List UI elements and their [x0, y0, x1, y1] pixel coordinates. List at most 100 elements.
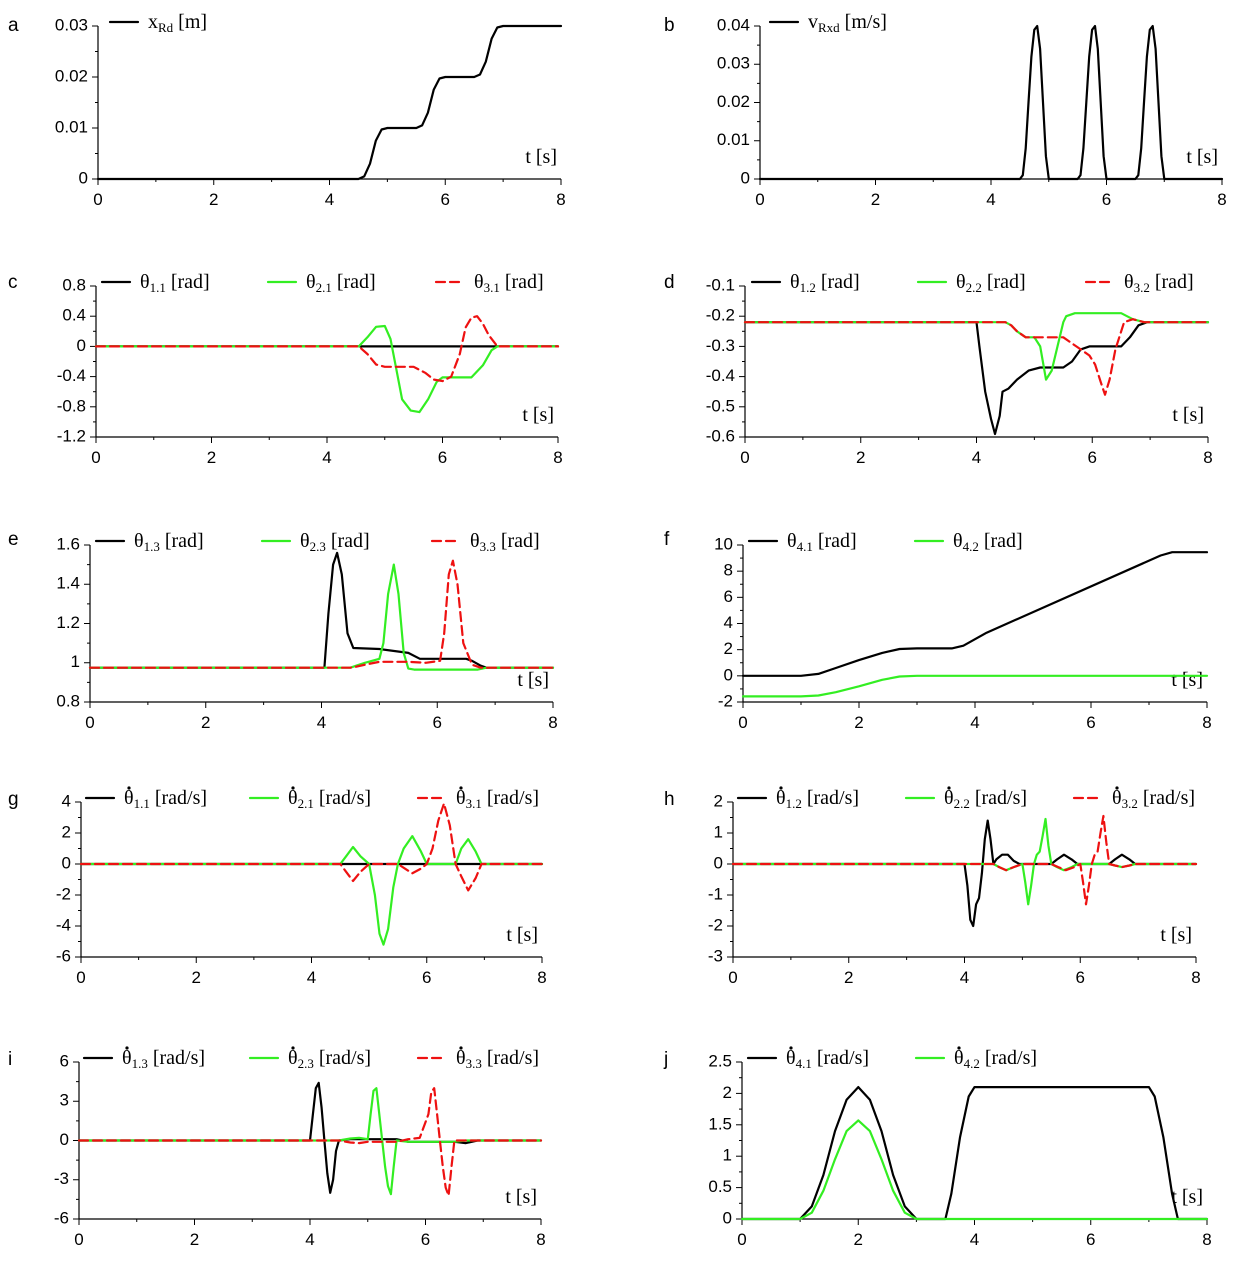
legend-label: θ1.1 [rad/s]	[124, 787, 207, 811]
legend-symbol: θ	[134, 530, 144, 552]
x-tick-label: 2	[844, 968, 853, 987]
x-tick-label: 6	[1088, 448, 1097, 467]
legend-subscript: 3.3	[466, 1056, 482, 1071]
x-tick-label: 2	[854, 1230, 863, 1249]
legend-symbol: θ	[288, 1047, 298, 1069]
legend-unit: [rad]	[818, 530, 857, 552]
legend-symbol: θ	[786, 1047, 796, 1069]
legend-label: θ3.1 [rad/s]	[456, 787, 539, 811]
legend-subscript: 3.3	[480, 539, 496, 554]
legend-symbol: θ	[456, 1047, 466, 1069]
legend-subscript: Rd	[158, 20, 174, 35]
y-tick-label: 6	[724, 587, 733, 606]
x-axis-title: t [s]	[506, 924, 538, 946]
x-tick-label: 0	[85, 713, 94, 732]
legend-label: θ3.3 [rad/s]	[456, 1047, 539, 1071]
series-line-Rd	[96, 24, 563, 181]
y-tick-label: 1.4	[56, 574, 80, 593]
x-tick-label: 8	[1203, 448, 1212, 467]
series-line-1-3	[77, 1081, 543, 1194]
y-tick-label: 0.03	[55, 15, 88, 34]
legend-subscript: 2.2	[954, 796, 970, 811]
x-tick-label: 0	[737, 1230, 746, 1249]
x-axis-title: t [s]	[522, 404, 554, 426]
x-tick-label: 0	[740, 448, 749, 467]
series-line-4-2	[741, 674, 1209, 698]
y-tick-label: 0	[724, 665, 733, 684]
series-line-2-1	[94, 324, 560, 414]
y-tick-label: 0.04	[717, 15, 750, 34]
panel-letter: c	[8, 272, 18, 293]
legend-unit: [rad/s]	[1143, 787, 1195, 809]
y-tick-label: -1.2	[57, 426, 86, 445]
x-tick-label: 8	[537, 968, 546, 987]
legend-unit: [rad/s]	[319, 787, 371, 809]
x-tick-label: 2	[207, 448, 216, 467]
derivative-dot	[947, 786, 951, 790]
y-tick-label: 1	[714, 822, 723, 841]
y-tick-label: 3	[60, 1091, 69, 1110]
x-tick-label: 4	[317, 713, 326, 732]
y-tick-label: 0.8	[62, 275, 86, 294]
legend-symbol: x	[148, 11, 158, 33]
y-tick-label: 1.2	[56, 613, 80, 632]
legend-unit: [rad]	[171, 271, 210, 293]
panel-letter: d	[664, 272, 675, 293]
x-tick-label: 6	[438, 448, 447, 467]
legend-symbol: θ	[474, 271, 484, 293]
legend-unit: [rad]	[987, 271, 1026, 293]
legend-unit: [rad]	[331, 530, 370, 552]
y-tick-label: -0.8	[57, 396, 86, 415]
legend-unit: [m]	[178, 11, 207, 33]
legend-label: θ2.1 [rad/s]	[288, 787, 371, 811]
y-tick-label: 0.02	[55, 66, 88, 85]
series-line-3-2	[731, 814, 1198, 906]
legend-unit: [rad/s]	[487, 1047, 539, 1069]
y-tick-label: 0.01	[55, 117, 88, 136]
legend-label: θ3.2 [rad/s]	[1112, 787, 1195, 811]
y-tick-label: 8	[724, 561, 733, 580]
series-line-4-1	[740, 1085, 1209, 1221]
series-line-1-3	[88, 551, 555, 669]
derivative-dot	[459, 786, 463, 790]
x-tick-label: 2	[190, 1230, 199, 1249]
legend-symbol: θ	[1112, 787, 1122, 809]
y-tick-label: -3	[54, 1169, 69, 1188]
x-tick-label: 0	[91, 448, 100, 467]
legend-symbol: θ	[776, 787, 786, 809]
legend-label: θ4.2 [rad/s]	[954, 1047, 1037, 1071]
derivative-dot	[291, 786, 295, 790]
legend-subscript: Rxd	[818, 20, 840, 35]
x-tick-label: 4	[970, 1230, 979, 1249]
y-tick-label: -2	[56, 884, 71, 903]
x-tick-label: 6	[1076, 968, 1085, 987]
legend-unit: [rad]	[337, 271, 376, 293]
y-tick-label: 2	[62, 822, 71, 841]
chart-panel-b: b 0 2 4 6 8 0 0.01 0.02 0.03 0.04 t [s] vRxd [m/s]	[664, 11, 1227, 209]
series-line-2-3	[88, 563, 555, 671]
x-tick-label: 0	[755, 190, 764, 209]
legend-subscript: 1.1	[134, 796, 150, 811]
legend-label: θ1.2 [rad]	[790, 271, 860, 295]
chart-panel-j: j0 2 4 6 800.511.522.5t [s]θ4.1 [rad/s] θ4.2 [r…	[663, 1046, 1212, 1249]
legend-symbol: θ	[456, 787, 466, 809]
y-tick-label: -0.1	[706, 275, 735, 294]
derivative-dot	[125, 1046, 129, 1050]
panel-letter: b	[664, 15, 675, 36]
y-tick-label: -3	[708, 946, 723, 965]
series-line-1-2	[743, 321, 1210, 436]
panel-letter: f	[664, 529, 670, 550]
chart-panel-e: e0 2 4 6 80.811.21.41.6t [s]θ1.3 [rad] θ2.3 [ra…	[8, 529, 558, 732]
y-tick-label: 1	[723, 1146, 732, 1165]
y-tick-label: -2	[718, 691, 733, 710]
y-tick-label: -0.4	[706, 366, 735, 385]
legend-symbol: θ	[288, 787, 298, 809]
y-tick-label: -6	[54, 1208, 69, 1227]
legend-subscript: 2.2	[966, 280, 982, 295]
y-tick-label: 6	[60, 1051, 69, 1070]
x-tick-label: 4	[986, 190, 995, 209]
derivative-dot	[127, 786, 131, 790]
